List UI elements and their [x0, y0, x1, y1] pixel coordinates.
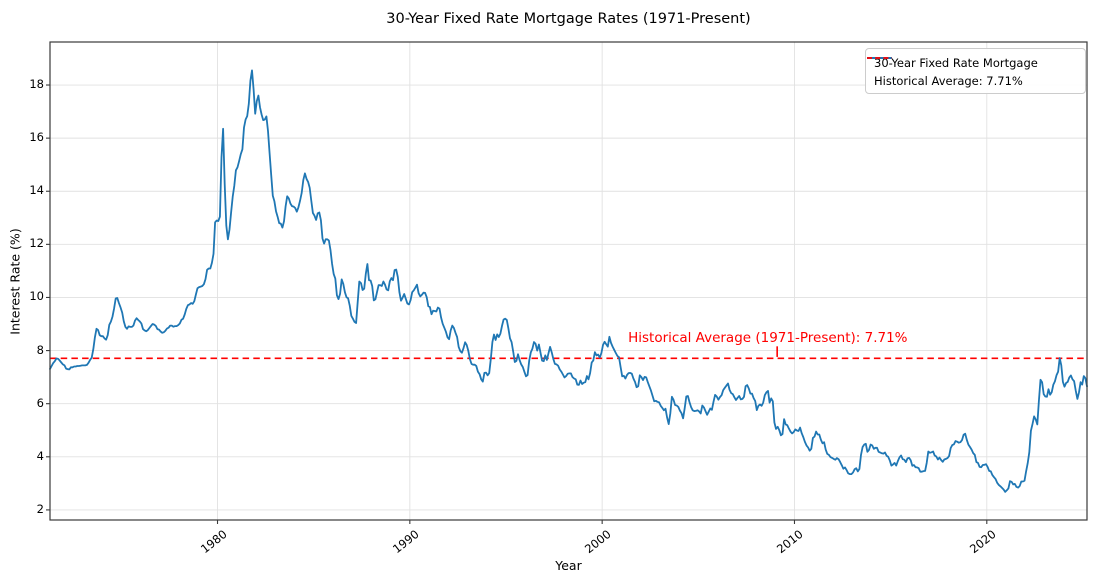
historical-average-annotation: Historical Average (1971-Present): 7.71% — [628, 330, 908, 347]
chart-title: 30-Year Fixed Rate Mortgage Rates (1971-… — [386, 11, 751, 27]
legend-label-mortgage: 30-Year Fixed Rate Mortgage — [874, 56, 1038, 70]
y-tick-label: 14 — [29, 183, 44, 198]
y-axis-label: Interest Rate (%) — [7, 228, 23, 335]
y-tick-label: 8 — [36, 342, 44, 357]
dashed-line-sample-icon — [867, 57, 892, 59]
legend: 30-Year Fixed Rate Mortgage Historical A… — [865, 48, 1086, 94]
y-tick-label: 6 — [36, 395, 44, 410]
y-tick-label: 12 — [29, 236, 44, 251]
y-tick-label: 10 — [29, 289, 44, 304]
x-axis-label: Year — [555, 558, 582, 573]
mortgage-rate-line — [49, 69, 1088, 493]
y-tick-label: 4 — [36, 448, 44, 463]
legend-item-mortgage-line: 30-Year Fixed Rate Mortgage — [867, 54, 1077, 72]
legend-item-historical-average: Historical Average: 7.71% — [867, 57, 1077, 90]
y-tick-label: 2 — [36, 501, 44, 516]
y-tick-label: 16 — [29, 130, 44, 145]
plot-border — [49, 41, 1088, 521]
y-tick-label: 18 — [29, 77, 44, 92]
legend-label-average: Historical Average: 7.71% — [874, 74, 1023, 88]
